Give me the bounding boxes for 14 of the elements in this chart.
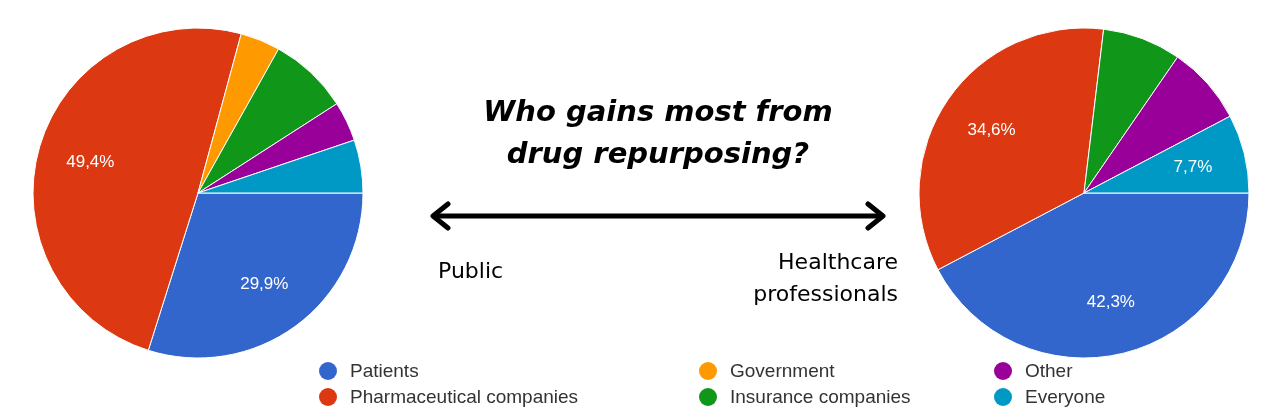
data-label: 7,7% — [1173, 156, 1213, 176]
legend-label: Everyone — [1025, 386, 1106, 408]
data-label: 49,4% — [66, 151, 115, 171]
legend-label: Government — [730, 360, 835, 382]
legend-label: Patients — [350, 360, 419, 382]
text: Who gains most from drug repurposing? — [482, 93, 834, 172]
legend-label: Pharmaceutical companies — [350, 386, 579, 408]
data-label: 34,6% — [967, 119, 1016, 139]
legend-label: Insurance companies — [730, 386, 911, 408]
data-label: 42,3% — [1086, 292, 1135, 312]
text: Healthcare professionals — [752, 248, 898, 308]
data-label: 29,9% — [240, 274, 289, 293]
text: Public — [438, 258, 504, 283]
legend-label: Other — [1025, 360, 1073, 382]
